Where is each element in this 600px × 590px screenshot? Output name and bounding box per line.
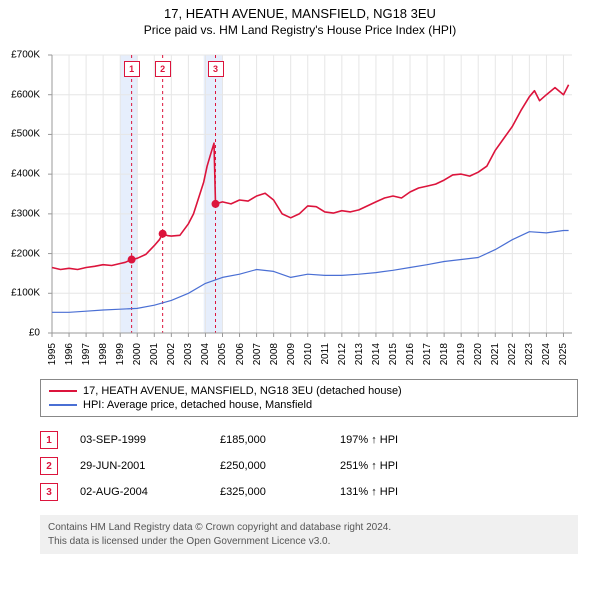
tx-price: £250,000 bbox=[220, 460, 340, 472]
y-tick-label: £700K bbox=[0, 50, 40, 61]
x-tick-label: 2001 bbox=[149, 343, 160, 365]
x-tick-label: 2007 bbox=[252, 343, 263, 365]
x-tick-label: 2005 bbox=[217, 343, 228, 365]
x-tick-label: 2014 bbox=[371, 343, 382, 365]
transaction-table: 1 03-SEP-1999 £185,000 197% ↑ HPI 2 29-J… bbox=[40, 427, 578, 505]
x-tick-label: 1998 bbox=[98, 343, 109, 365]
attribution-box: Contains HM Land Registry data © Crown c… bbox=[40, 515, 578, 554]
tx-date: 29-JUN-2001 bbox=[80, 460, 220, 472]
x-tick-label: 2004 bbox=[200, 343, 211, 365]
table-row: 1 03-SEP-1999 £185,000 197% ↑ HPI bbox=[40, 427, 578, 453]
x-tick-label: 2025 bbox=[558, 343, 569, 365]
legend-item: HPI: Average price, detached house, Mans… bbox=[49, 398, 569, 412]
y-tick-label: £100K bbox=[0, 288, 40, 299]
legend-swatch bbox=[49, 390, 77, 392]
x-tick-label: 2024 bbox=[541, 343, 552, 365]
legend-label: 17, HEATH AVENUE, MANSFIELD, NG18 3EU (d… bbox=[83, 385, 402, 397]
x-tick-label: 2012 bbox=[337, 343, 348, 365]
legend-item: 17, HEATH AVENUE, MANSFIELD, NG18 3EU (d… bbox=[49, 384, 569, 398]
tx-badge: 1 bbox=[40, 431, 58, 449]
chart-tx-badge: 2 bbox=[155, 61, 171, 77]
x-tick-label: 2015 bbox=[388, 343, 399, 365]
x-tick-label: 2008 bbox=[269, 343, 280, 365]
y-tick-label: £500K bbox=[0, 129, 40, 140]
table-row: 2 29-JUN-2001 £250,000 251% ↑ HPI bbox=[40, 453, 578, 479]
tx-delta: 131% ↑ HPI bbox=[340, 486, 460, 498]
x-tick-label: 2013 bbox=[354, 343, 365, 365]
chart-tx-badge: 3 bbox=[208, 61, 224, 77]
y-tick-label: £300K bbox=[0, 208, 40, 219]
x-tick-label: 2019 bbox=[456, 343, 467, 365]
y-tick-label: £400K bbox=[0, 169, 40, 180]
chart-svg bbox=[0, 43, 600, 373]
y-tick-label: £200K bbox=[0, 248, 40, 259]
x-tick-label: 2022 bbox=[507, 343, 518, 365]
chart-tx-badge: 1 bbox=[124, 61, 140, 77]
x-tick-label: 2018 bbox=[439, 343, 450, 365]
table-row: 3 02-AUG-2004 £325,000 131% ↑ HPI bbox=[40, 479, 578, 505]
legend: 17, HEATH AVENUE, MANSFIELD, NG18 3EU (d… bbox=[40, 379, 578, 417]
attribution-line: Contains HM Land Registry data © Crown c… bbox=[48, 521, 570, 535]
tx-price: £185,000 bbox=[220, 434, 340, 446]
x-tick-label: 1996 bbox=[64, 343, 75, 365]
attribution-line: This data is licensed under the Open Gov… bbox=[48, 535, 570, 549]
tx-delta: 251% ↑ HPI bbox=[340, 460, 460, 472]
x-tick-label: 1995 bbox=[47, 343, 58, 365]
x-tick-label: 2020 bbox=[473, 343, 484, 365]
chart-container: 17, HEATH AVENUE, MANSFIELD, NG18 3EU Pr… bbox=[0, 6, 600, 554]
chart-title: 17, HEATH AVENUE, MANSFIELD, NG18 3EU bbox=[0, 6, 600, 21]
x-tick-label: 2000 bbox=[132, 343, 143, 365]
y-tick-label: £0 bbox=[0, 328, 40, 339]
x-tick-label: 2002 bbox=[166, 343, 177, 365]
x-tick-label: 2021 bbox=[490, 343, 501, 365]
x-tick-label: 2006 bbox=[235, 343, 246, 365]
tx-badge: 2 bbox=[40, 457, 58, 475]
y-tick-label: £600K bbox=[0, 89, 40, 100]
x-tick-label: 1999 bbox=[115, 343, 126, 365]
x-tick-label: 2017 bbox=[422, 343, 433, 365]
x-tick-label: 2003 bbox=[183, 343, 194, 365]
legend-label: HPI: Average price, detached house, Mans… bbox=[83, 399, 312, 411]
tx-price: £325,000 bbox=[220, 486, 340, 498]
tx-date: 02-AUG-2004 bbox=[80, 486, 220, 498]
x-tick-label: 2009 bbox=[286, 343, 297, 365]
chart-subtitle: Price paid vs. HM Land Registry's House … bbox=[0, 23, 600, 37]
tx-badge: 3 bbox=[40, 483, 58, 501]
x-tick-label: 2011 bbox=[320, 343, 331, 365]
x-tick-label: 1997 bbox=[81, 343, 92, 365]
tx-date: 03-SEP-1999 bbox=[80, 434, 220, 446]
x-tick-label: 2016 bbox=[405, 343, 416, 365]
x-tick-label: 2010 bbox=[303, 343, 314, 365]
x-tick-label: 2023 bbox=[524, 343, 535, 365]
chart-plot-area: £0 £100K £200K £300K £400K £500K £600K £700K 199… bbox=[0, 43, 600, 373]
legend-swatch bbox=[49, 404, 77, 406]
tx-delta: 197% ↑ HPI bbox=[340, 434, 460, 446]
